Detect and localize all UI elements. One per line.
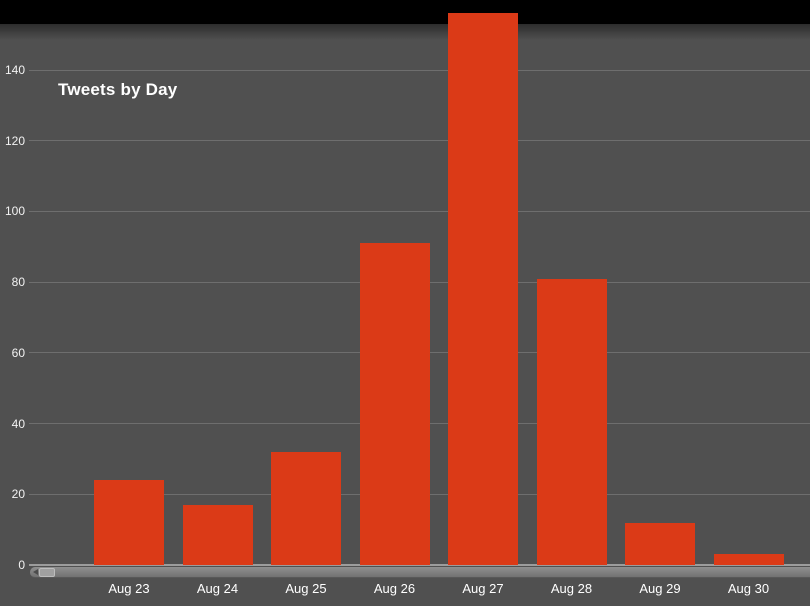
gridline (29, 210, 810, 212)
x-axis-baseline (29, 564, 810, 566)
scrollbar-track[interactable] (30, 567, 810, 578)
chart-title: Tweets by Day (58, 80, 178, 99)
bar-aug-30[interactable] (713, 554, 784, 565)
scrollbar-left-arrow-icon[interactable] (33, 569, 38, 575)
bar-aug-25[interactable] (271, 451, 341, 565)
x-axis-tick-label: Aug 30 (727, 581, 770, 596)
x-axis-tick-label: Aug 26 (373, 581, 416, 596)
y-axis-tick-label: 0 (18, 558, 25, 572)
scrollbar-thumb[interactable] (39, 568, 55, 577)
y-axis-tick-label: 60 (11, 345, 25, 360)
bar-aug-29[interactable] (625, 522, 695, 565)
bar-aug-23[interactable] (94, 480, 164, 565)
x-axis-tick-label: Aug 29 (639, 581, 681, 596)
bar-aug-27[interactable] (448, 13, 518, 565)
x-axis-tick-label: Aug 28 (550, 581, 593, 596)
y-axis-tick-label: 120 (4, 133, 25, 148)
x-axis-tick-label: Aug 25 (285, 581, 327, 596)
y-axis-tick-label: 100 (4, 204, 25, 219)
x-axis-tick-label: Aug 27 (462, 581, 504, 596)
bar-aug-26[interactable] (359, 243, 430, 565)
y-axis-tick-label: 20 (11, 487, 25, 502)
y-axis-tick-label: 140 (4, 63, 25, 77)
y-axis-tick-label: 80 (11, 275, 25, 290)
x-axis-tick-label: Aug 24 (196, 581, 239, 596)
bar-aug-28[interactable] (536, 278, 607, 565)
bar-aug-24[interactable] (182, 504, 253, 565)
gridline (29, 140, 810, 142)
gridline (29, 69, 810, 71)
x-axis-tick-label: Aug 23 (108, 581, 150, 596)
top-black-bar (0, 0, 810, 24)
y-axis-tick-label: 40 (11, 416, 25, 431)
